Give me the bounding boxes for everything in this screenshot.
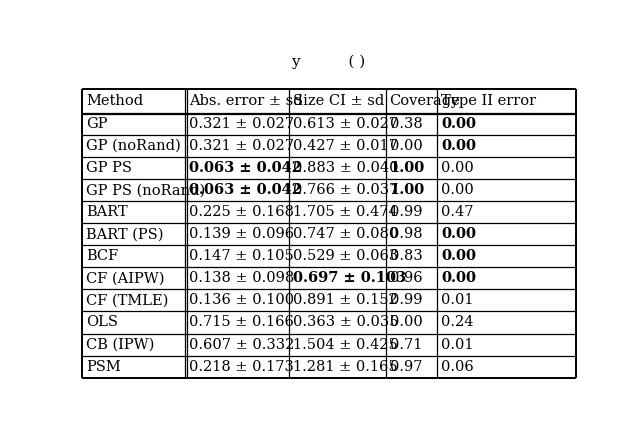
Text: 0.99: 0.99: [390, 293, 422, 307]
Text: 0.83: 0.83: [390, 249, 422, 264]
Text: 0.697 ± 0.103: 0.697 ± 0.103: [293, 272, 406, 285]
Text: BCF: BCF: [86, 249, 118, 264]
Text: 0.321 ± 0.027: 0.321 ± 0.027: [189, 139, 294, 153]
Text: CF (TMLE): CF (TMLE): [86, 293, 168, 307]
Text: 0.766 ± 0.037: 0.766 ± 0.037: [293, 183, 399, 197]
Text: 0.00: 0.00: [390, 315, 422, 330]
Text: 0.47: 0.47: [441, 205, 474, 219]
Text: 0.138 ± 0.098: 0.138 ± 0.098: [189, 272, 294, 285]
Text: 0.00: 0.00: [441, 117, 476, 131]
Text: BART (PS): BART (PS): [86, 227, 163, 241]
Text: 0.71: 0.71: [390, 338, 422, 352]
Text: 0.321 ± 0.027: 0.321 ± 0.027: [189, 117, 294, 131]
Text: 0.136 ± 0.100: 0.136 ± 0.100: [189, 293, 294, 307]
Text: 0.613 ± 0.027: 0.613 ± 0.027: [293, 117, 399, 131]
Text: 1.705 ± 0.474: 1.705 ± 0.474: [293, 205, 398, 219]
Text: 1.00: 1.00: [390, 161, 425, 175]
Text: 0.00: 0.00: [441, 139, 476, 153]
Text: 0.063 ± 0.042: 0.063 ± 0.042: [189, 183, 302, 197]
Text: CB (IPW): CB (IPW): [86, 338, 154, 352]
Text: 0.529 ± 0.063: 0.529 ± 0.063: [293, 249, 399, 264]
Text: 0.225 ± 0.168: 0.225 ± 0.168: [189, 205, 294, 219]
Text: 0.139 ± 0.096: 0.139 ± 0.096: [189, 227, 294, 241]
Text: 0.00: 0.00: [441, 272, 476, 285]
Text: 0.891 ± 0.152: 0.891 ± 0.152: [293, 293, 398, 307]
Text: 0.063 ± 0.042: 0.063 ± 0.042: [189, 161, 302, 175]
Text: y          ( ): y ( ): [291, 55, 365, 69]
Text: Size CI ± sd: Size CI ± sd: [293, 94, 385, 108]
Text: Abs. error ± sd: Abs. error ± sd: [189, 94, 303, 108]
Text: Coverage: Coverage: [390, 94, 460, 108]
Text: 1.281 ± 0.165: 1.281 ± 0.165: [293, 360, 398, 373]
Text: 0.883 ± 0.040: 0.883 ± 0.040: [293, 161, 399, 175]
Text: OLS: OLS: [86, 315, 118, 330]
Text: 0.607 ± 0.332: 0.607 ± 0.332: [189, 338, 294, 352]
Text: 0.00: 0.00: [441, 227, 476, 241]
Text: 0.747 ± 0.080: 0.747 ± 0.080: [293, 227, 399, 241]
Text: GP PS: GP PS: [86, 161, 132, 175]
Text: GP (noRand): GP (noRand): [86, 139, 180, 153]
Text: 0.99: 0.99: [390, 205, 422, 219]
Text: 0.38: 0.38: [390, 117, 422, 131]
Text: Method: Method: [86, 94, 143, 108]
Text: GP PS (noRand): GP PS (noRand): [86, 183, 205, 197]
Text: BART: BART: [86, 205, 127, 219]
Text: PSM: PSM: [86, 360, 121, 373]
Text: 0.97: 0.97: [390, 360, 422, 373]
Text: 0.00: 0.00: [441, 249, 476, 264]
Text: Type II error: Type II error: [441, 94, 536, 108]
Text: 0.96: 0.96: [390, 272, 422, 285]
Text: 1.00: 1.00: [390, 183, 425, 197]
Text: GP: GP: [86, 117, 108, 131]
Text: 0.98: 0.98: [390, 227, 422, 241]
Text: 0.715 ± 0.166: 0.715 ± 0.166: [189, 315, 294, 330]
Text: 0.24: 0.24: [441, 315, 474, 330]
Text: 0.427 ± 0.017: 0.427 ± 0.017: [293, 139, 398, 153]
Text: CF (AIPW): CF (AIPW): [86, 272, 164, 285]
Text: 1.504 ± 0.425: 1.504 ± 0.425: [293, 338, 398, 352]
Text: 0.01: 0.01: [441, 293, 474, 307]
Text: 0.363 ± 0.035: 0.363 ± 0.035: [293, 315, 399, 330]
Text: 0.00: 0.00: [441, 183, 474, 197]
Text: 0.06: 0.06: [441, 360, 474, 373]
Text: 0.218 ± 0.173: 0.218 ± 0.173: [189, 360, 294, 373]
Text: 0.00: 0.00: [390, 139, 422, 153]
Text: 0.00: 0.00: [441, 161, 474, 175]
Text: 0.147 ± 0.105: 0.147 ± 0.105: [189, 249, 294, 264]
Text: 0.01: 0.01: [441, 338, 474, 352]
